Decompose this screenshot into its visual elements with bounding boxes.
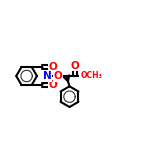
Text: O: O	[48, 80, 57, 90]
Text: OCH₃: OCH₃	[81, 71, 103, 81]
Text: O: O	[71, 61, 79, 71]
Text: O: O	[53, 71, 62, 81]
Text: N: N	[43, 71, 52, 81]
Text: O: O	[80, 71, 88, 81]
Text: O: O	[48, 62, 57, 72]
